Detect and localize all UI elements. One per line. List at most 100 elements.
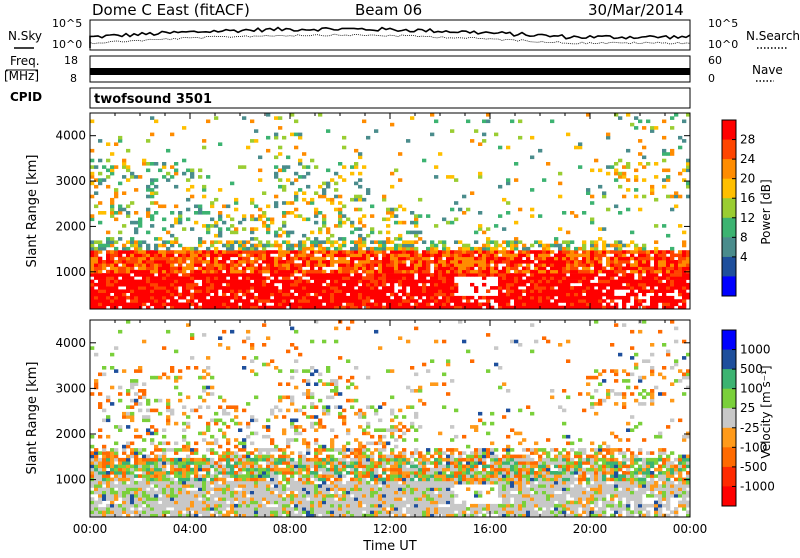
heatmap-cell xyxy=(278,455,282,459)
heatmap-cell xyxy=(310,494,314,498)
heatmap-cell xyxy=(282,263,286,267)
heatmap-cell xyxy=(382,198,386,202)
heatmap-cell xyxy=(254,419,258,423)
heatmap-cell xyxy=(166,481,170,485)
heatmap-cell xyxy=(678,224,682,228)
heatmap-cell xyxy=(294,286,298,290)
heatmap-cell xyxy=(350,504,354,508)
heatmap-cell xyxy=(126,267,130,271)
heatmap-cell xyxy=(110,481,114,485)
heatmap-cell xyxy=(302,165,306,169)
heatmap-cell xyxy=(338,468,342,472)
heatmap-cell xyxy=(182,481,186,485)
heatmap-cell xyxy=(590,286,594,290)
nsky-trace xyxy=(90,28,690,49)
heatmap-cell xyxy=(386,260,390,264)
heatmap-cell xyxy=(582,276,586,280)
heatmap-cell xyxy=(198,240,202,244)
heatmap-cell xyxy=(446,283,450,287)
heatmap-cell xyxy=(278,116,282,120)
heatmap-cell xyxy=(322,510,326,514)
heatmap-cell xyxy=(274,270,278,274)
heatmap-cell xyxy=(202,481,206,485)
heatmap-cell xyxy=(310,270,314,274)
heatmap-cell xyxy=(630,283,634,287)
heatmap-cell xyxy=(566,247,570,251)
heatmap-cell xyxy=(278,270,282,274)
heatmap-cell xyxy=(398,289,402,293)
heatmap-cell xyxy=(110,478,114,482)
heatmap-cell xyxy=(582,273,586,277)
heatmap-cell xyxy=(194,250,198,254)
heatmap-cell xyxy=(230,405,234,409)
heatmap-cell xyxy=(398,237,402,241)
heatmap-cell xyxy=(538,260,542,264)
heatmap-cell xyxy=(354,250,358,254)
heatmap-cell xyxy=(138,396,142,400)
heatmap-cell xyxy=(250,507,254,511)
heatmap-cell xyxy=(386,273,390,277)
heatmap-cell xyxy=(582,250,586,254)
heatmap-cell xyxy=(430,289,434,293)
heatmap-cell xyxy=(594,159,598,163)
heatmap-cell xyxy=(306,445,310,449)
heatmap-cell xyxy=(278,481,282,485)
heatmap-cell xyxy=(490,250,494,254)
heatmap-cell xyxy=(126,412,130,416)
heatmap-cell xyxy=(466,120,470,124)
heatmap-cell xyxy=(310,487,314,491)
heatmap-cell xyxy=(110,172,114,176)
heatmap-cell xyxy=(218,501,222,505)
heatmap-cell xyxy=(474,303,478,307)
heatmap-cell xyxy=(542,303,546,307)
heatmap-cell xyxy=(514,283,518,287)
heatmap-cell xyxy=(170,497,174,501)
heatmap-cell xyxy=(298,487,302,491)
heatmap-cell xyxy=(234,510,238,514)
heatmap-cell xyxy=(534,296,538,300)
heatmap-cell xyxy=(302,293,306,297)
heatmap-cell xyxy=(450,270,454,274)
heatmap-cell xyxy=(106,231,110,235)
heatmap-cell xyxy=(578,260,582,264)
heatmap-cell xyxy=(558,286,562,290)
heatmap-cell xyxy=(270,283,274,287)
heatmap-cell xyxy=(286,438,290,442)
heatmap-cell xyxy=(290,133,294,137)
heatmap-cell xyxy=(486,267,490,271)
heatmap-cell xyxy=(322,270,326,274)
heatmap-cell xyxy=(446,257,450,261)
heatmap-cell xyxy=(430,240,434,244)
heatmap-cell xyxy=(358,254,362,258)
heatmap-cell xyxy=(102,178,106,182)
heatmap-cell xyxy=(346,296,350,300)
heatmap-cell xyxy=(154,455,158,459)
heatmap-cell xyxy=(274,156,278,160)
heatmap-cell xyxy=(158,260,162,264)
heatmap-cell xyxy=(90,172,94,176)
heatmap-cell xyxy=(122,504,126,508)
heatmap-cell xyxy=(162,303,166,307)
heatmap-cell xyxy=(322,471,326,475)
heatmap-cell xyxy=(106,494,110,498)
heatmap-cell xyxy=(258,481,262,485)
heatmap-cell xyxy=(262,214,266,218)
heatmap-cell xyxy=(106,504,110,508)
heatmap-cell xyxy=(182,159,186,163)
heatmap-cell xyxy=(298,504,302,508)
heatmap-cell xyxy=(382,218,386,222)
heatmap-cell xyxy=(170,289,174,293)
heatmap-cell xyxy=(230,494,234,498)
heatmap-cell xyxy=(134,299,138,303)
heatmap-cell xyxy=(330,494,334,498)
heatmap-cell xyxy=(306,478,310,482)
heatmap-cell xyxy=(222,263,226,267)
heatmap-cell xyxy=(166,293,170,297)
heatmap-cell xyxy=(338,494,342,498)
heatmap-cell xyxy=(90,182,94,186)
heatmap-cell xyxy=(374,263,378,267)
heatmap-cell xyxy=(286,165,290,169)
heatmap-cell xyxy=(306,465,310,469)
heatmap-cell xyxy=(118,386,122,390)
heatmap-cell xyxy=(114,296,118,300)
